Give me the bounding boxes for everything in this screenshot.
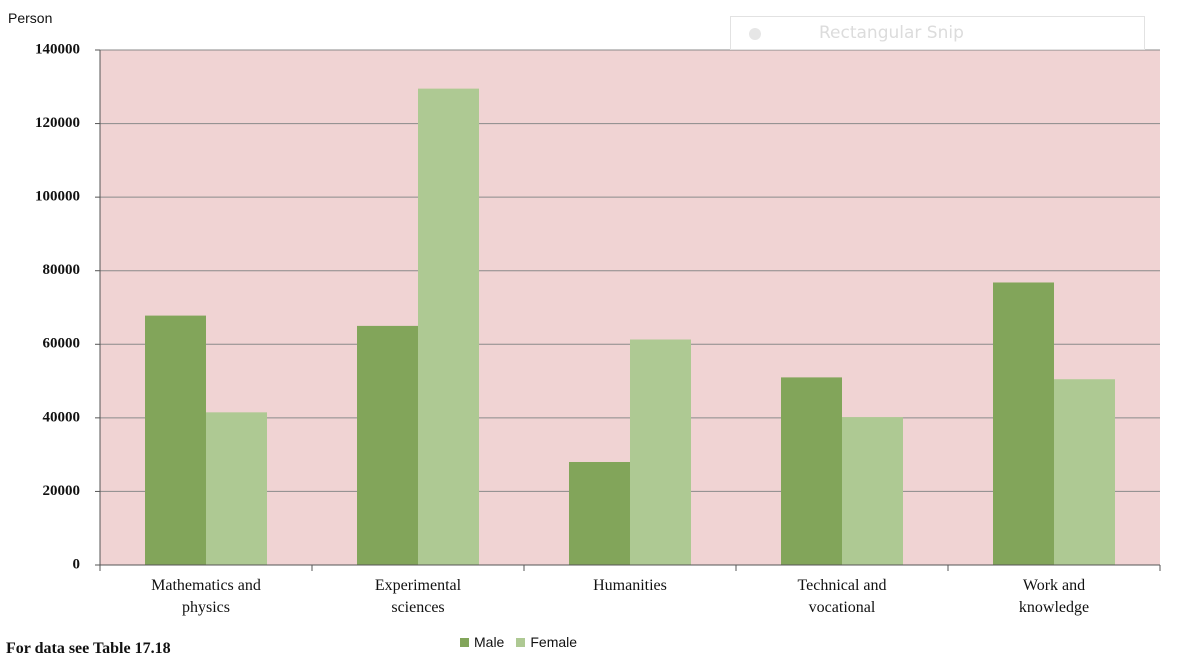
bar <box>418 88 479 565</box>
bar <box>1054 379 1115 565</box>
y-tick-label: 40000 <box>43 409 81 425</box>
bar <box>569 462 630 565</box>
legend: Male Female <box>460 634 577 650</box>
y-tick-label: 140000 <box>35 41 80 57</box>
y-tick-label: 100000 <box>35 189 80 205</box>
y-tick-label: 0 <box>73 556 81 572</box>
note: For data see Table 17.18 <box>6 640 171 654</box>
y-tick-label: 60000 <box>43 336 81 352</box>
x-tick-label: Mathematics and physics <box>151 577 261 616</box>
y-tick-label: 120000 <box>35 115 80 131</box>
legend-swatch <box>516 637 526 647</box>
snip-label: Rectangular Snip <box>819 23 964 43</box>
snip-icon <box>749 28 761 40</box>
x-tick-label: Work and knowledge <box>1018 577 1090 616</box>
x-tick-label: Humanities <box>593 577 667 594</box>
legend-item: Female <box>516 634 577 650</box>
legend-swatch <box>460 637 469 647</box>
legend-label: Female <box>530 634 578 650</box>
bar <box>206 412 267 565</box>
legend-item: Male <box>460 634 504 650</box>
bar <box>145 315 206 565</box>
bar <box>993 282 1054 565</box>
x-tick-label: Technical and vocational <box>797 577 887 616</box>
y-axis-label: Person <box>8 10 53 26</box>
x-tick-label: Experimental sciences <box>374 577 462 616</box>
bar <box>630 339 691 565</box>
legend-label: Male <box>474 634 505 650</box>
bar <box>842 417 903 565</box>
bar <box>357 325 418 565</box>
bar <box>781 377 842 565</box>
snip-overlay: Rectangular Snip <box>730 16 1145 50</box>
y-tick-label: 80000 <box>43 262 81 278</box>
y-tick-label: 20000 <box>43 483 81 499</box>
